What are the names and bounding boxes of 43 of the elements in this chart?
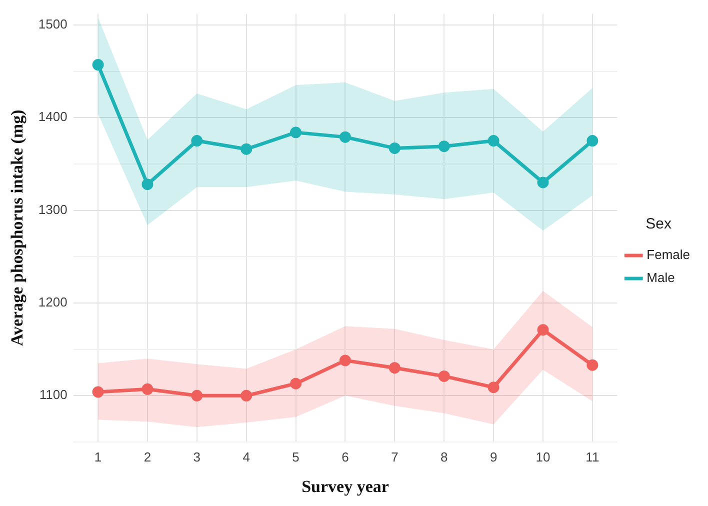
point [142, 178, 154, 190]
point [191, 135, 203, 147]
x-tick-label: 2 [144, 449, 152, 464]
x-tick-label: 6 [342, 449, 349, 464]
point [586, 359, 598, 371]
point [438, 140, 450, 152]
x-tick-label: 7 [391, 449, 398, 464]
y-tick-label: 1300 [38, 202, 68, 217]
point [290, 126, 302, 138]
x-tick-label: 8 [440, 449, 448, 464]
point [388, 142, 400, 154]
point [388, 362, 400, 374]
x-tick-label: 5 [292, 449, 300, 464]
point [488, 382, 500, 394]
point [488, 135, 500, 147]
point [240, 390, 252, 402]
point [142, 383, 154, 395]
legend-label: Male [646, 270, 675, 286]
x-tick-label: 4 [242, 449, 250, 464]
x-tick-label: 10 [536, 449, 550, 464]
point [438, 370, 450, 382]
x-tick-label: 3 [193, 449, 201, 464]
point [92, 386, 104, 398]
point [290, 378, 302, 390]
x-axis-title: Survey year [302, 477, 390, 496]
y-tick-label: 1100 [39, 387, 68, 402]
point [586, 135, 598, 147]
x-tick-label: 11 [586, 449, 600, 464]
point [92, 59, 104, 71]
legend-title: Sex [646, 216, 672, 233]
y-tick-label: 1500 [38, 16, 68, 32]
point [537, 176, 549, 188]
y-tick-label: 1400 [38, 109, 68, 124]
point [537, 324, 549, 336]
y-tick-label: 1200 [38, 294, 68, 310]
x-tick-label: 1 [94, 449, 102, 464]
point [240, 143, 252, 155]
point [191, 390, 203, 402]
y-axis-title: Average phosphorus intake (mg) [8, 110, 27, 346]
point [339, 131, 351, 143]
point [339, 354, 351, 366]
legend-label: Female [646, 247, 690, 262]
x-tick-label: 9 [490, 449, 498, 464]
